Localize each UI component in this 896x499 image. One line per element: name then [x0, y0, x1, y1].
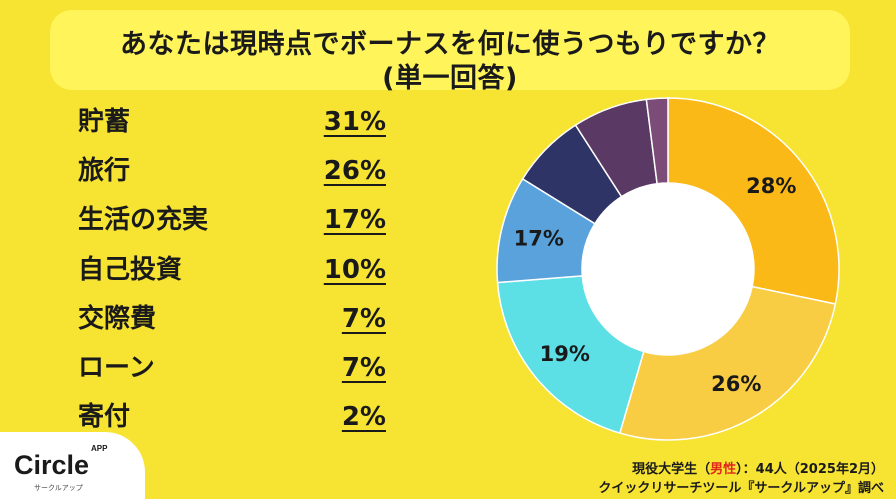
chart-title: あなたは現時点でボーナスを何に使うつもりですか？ — [120, 29, 780, 60]
item-value: 7% — [341, 353, 386, 383]
list-item: 旅行 26% — [78, 153, 388, 193]
list-item: 貯蓄 31% — [78, 104, 388, 144]
list-item: 生活の充実 17% — [78, 202, 388, 242]
logo-badge: APP — [91, 444, 108, 453]
slice-label: 17% — [514, 227, 564, 251]
logo-wordmark: Circle — [14, 450, 90, 480]
survey-info: 現役大学生（男性）：44人（2025年2月） — [632, 458, 884, 477]
slice-label: 19% — [540, 342, 590, 366]
list-item: 自己投資 10% — [78, 252, 388, 292]
item-value: 10% — [323, 255, 386, 285]
donut-hole — [582, 183, 754, 355]
item-label: 交際費 — [78, 304, 157, 334]
list-item: 交際費 7% — [78, 301, 388, 341]
list-item: 寄付 2% — [78, 399, 388, 439]
item-label: 旅行 — [78, 156, 131, 186]
circle-app-logo: Circle APP サークルアップ — [0, 432, 145, 499]
slice-label: 28% — [746, 174, 796, 198]
survey-info-suffix: ）：44人（2025年2月） — [736, 462, 884, 477]
item-value: 17% — [323, 205, 386, 235]
title-box: あなたは現時点でボーナスを何に使うつもりですか？ (単一回答) — [50, 10, 850, 94]
list-item: ローン 7% — [78, 350, 388, 390]
item-label: ローン — [78, 353, 155, 383]
item-label: 貯蓄 — [78, 107, 131, 137]
item-value: 26% — [323, 156, 386, 186]
slice-label: 26% — [711, 372, 761, 396]
item-label: 生活の充実 — [78, 205, 209, 235]
item-value: 2% — [341, 402, 386, 432]
logo-subtitle: サークルアップ — [34, 484, 83, 492]
item-label: 寄付 — [78, 402, 131, 432]
chart-subtitle: (単一回答) — [382, 63, 518, 94]
item-value: 7% — [341, 304, 386, 334]
item-value: 31% — [323, 107, 386, 137]
survey-info-prefix: 現役大学生（ — [632, 462, 711, 477]
survey-info-gender: 男性 — [710, 462, 737, 477]
survey-source: クイックリサーチツール『サークルアップ』調べ — [598, 481, 884, 496]
item-label: 自己投資 — [78, 255, 183, 285]
